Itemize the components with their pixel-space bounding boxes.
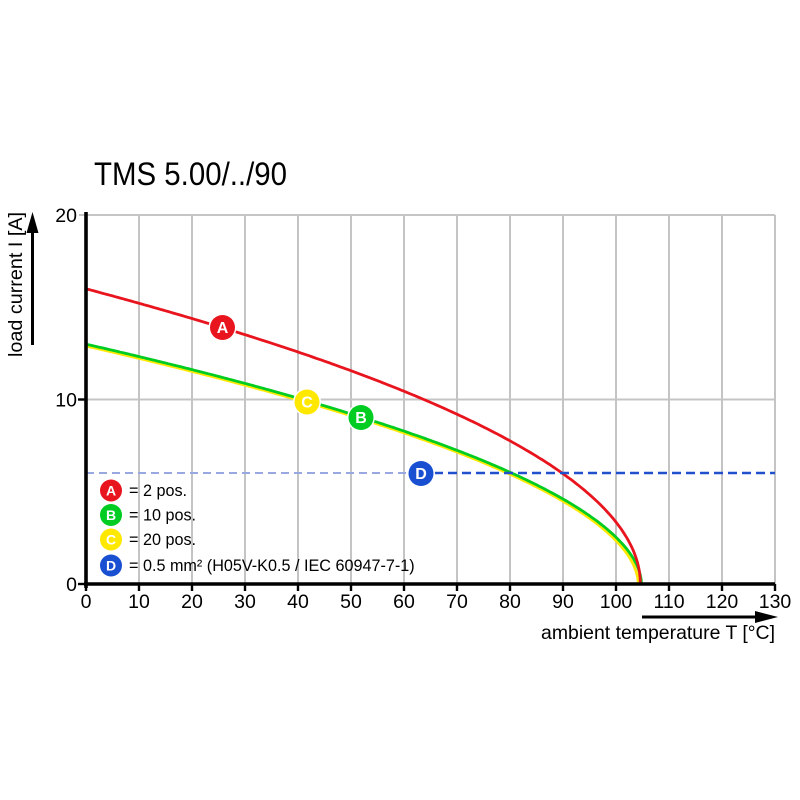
svg-text:B: B: [106, 507, 116, 523]
svg-text:80: 80: [499, 591, 521, 613]
svg-text:= 10 pos.: = 10 pos.: [129, 507, 196, 525]
svg-text:TMS 5.00/../90: TMS 5.00/../90: [94, 156, 287, 192]
svg-text:130: 130: [759, 591, 792, 613]
svg-text:C: C: [301, 395, 313, 412]
svg-text:120: 120: [706, 591, 739, 613]
svg-text:= 2 pos.: = 2 pos.: [129, 482, 187, 500]
svg-text:90: 90: [552, 591, 574, 613]
svg-text:60: 60: [393, 591, 415, 613]
svg-text:100: 100: [600, 591, 633, 613]
svg-text:110: 110: [653, 591, 684, 613]
svg-text:20: 20: [55, 205, 77, 227]
svg-text:0: 0: [81, 591, 92, 613]
svg-text:30: 30: [234, 591, 256, 613]
svg-text:0: 0: [66, 574, 77, 596]
svg-text:50: 50: [340, 591, 362, 613]
svg-text:10: 10: [128, 591, 150, 613]
svg-text:40: 40: [287, 591, 309, 613]
svg-text:A: A: [217, 320, 229, 337]
svg-text:20: 20: [181, 591, 203, 613]
svg-text:D: D: [106, 558, 116, 574]
svg-text:70: 70: [446, 591, 468, 613]
svg-text:A: A: [106, 483, 116, 499]
svg-text:= 20 pos.: = 20 pos.: [129, 531, 196, 549]
svg-text:10: 10: [55, 390, 77, 412]
svg-text:C: C: [106, 532, 116, 548]
svg-text:D: D: [415, 466, 427, 483]
svg-text:ambient temperature T [°C]: ambient temperature T [°C]: [541, 622, 775, 644]
svg-text:B: B: [355, 410, 367, 427]
svg-text:= 0.5 mm² (H05V-K0.5 / IEC 609: = 0.5 mm² (H05V-K0.5 / IEC 60947-7-1): [129, 557, 415, 575]
svg-text:load current I [A]: load current I [A]: [5, 212, 27, 357]
